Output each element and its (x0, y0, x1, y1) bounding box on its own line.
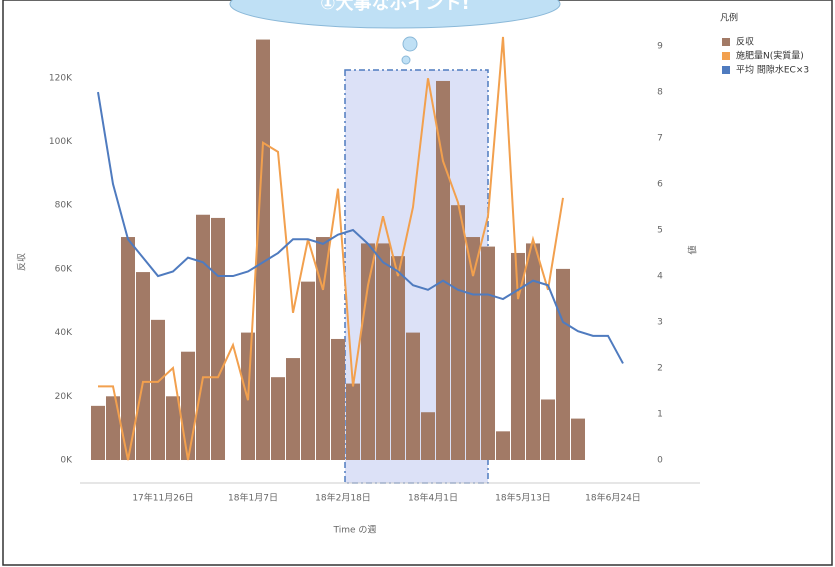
y-tick-label: 0K (60, 456, 73, 466)
bar (361, 243, 375, 460)
y-tick-label: 100K (49, 137, 73, 147)
legend-label: 施肥量N(実質量) (736, 50, 804, 62)
y-tick-label: 20K (55, 392, 73, 402)
bar (301, 282, 315, 460)
y2-tick-label: 3 (657, 318, 663, 328)
x-tick-label: 18年6月24日 (585, 492, 641, 504)
bar (256, 40, 270, 460)
bar (556, 269, 570, 460)
y2-tick-label: 1 (657, 410, 663, 420)
bar (211, 218, 225, 460)
bar (571, 419, 585, 460)
bar (121, 237, 135, 460)
bar (136, 272, 150, 460)
x-tick-label: 17年11月26日 (132, 492, 193, 504)
chart: ①大事なポイント! Time の週 反収 値 凡例 0K 20K 40K 60K 80K… (0, 0, 835, 567)
y2-tick-label: 4 (657, 272, 663, 282)
y-tick-label: 60K (55, 264, 73, 274)
bar (346, 384, 360, 460)
bar (451, 205, 465, 460)
bar (91, 406, 105, 460)
y2-tick-label: 9 (657, 42, 663, 52)
bar (481, 247, 495, 460)
bar (541, 399, 555, 460)
callout-dot (403, 37, 417, 51)
bar (466, 237, 480, 460)
x-tick-label: 18年5月13日 (495, 492, 551, 504)
x-tick-label: 18年1月7日 (228, 492, 278, 504)
legend-swatch (722, 66, 730, 74)
bar (406, 333, 420, 460)
legend-label: 反収 (736, 36, 754, 48)
y2-axis-title: 値 (687, 245, 699, 254)
y2-tick-label: 5 (657, 226, 663, 236)
bar (151, 320, 165, 460)
callout-dot (402, 56, 410, 64)
x-axis-title: Time の週 (333, 525, 377, 536)
y2-tick-label: 0 (657, 456, 663, 466)
legend-label: 平均 間隙水EC×3 (736, 64, 809, 76)
bar (376, 243, 390, 460)
chart-title: ①大事なポイント! (320, 0, 469, 14)
y-tick-label: 120K (49, 73, 73, 83)
legend-swatch (722, 38, 730, 46)
y2-tick-label: 8 (657, 88, 663, 98)
bar (166, 396, 180, 460)
bar (271, 377, 285, 460)
y2-tick-label: 7 (657, 134, 663, 144)
y-tick-label: 80K (55, 201, 73, 211)
y2-tick-label: 6 (657, 180, 663, 190)
bar (181, 352, 195, 460)
y-tick-label: 40K (55, 328, 73, 338)
x-tick-label: 18年4月1日 (408, 492, 458, 504)
bar (331, 339, 345, 460)
bar (391, 256, 405, 460)
bar (526, 243, 540, 460)
y2-tick-label: 2 (657, 364, 663, 374)
bar (196, 215, 210, 460)
bar (496, 431, 510, 460)
legend-swatch (722, 52, 730, 60)
bar (421, 412, 435, 460)
x-tick-label: 18年2月18日 (315, 492, 371, 504)
legend-title: 凡例 (720, 12, 738, 24)
y-axis-title: 反収 (16, 253, 28, 271)
bar (286, 358, 300, 460)
